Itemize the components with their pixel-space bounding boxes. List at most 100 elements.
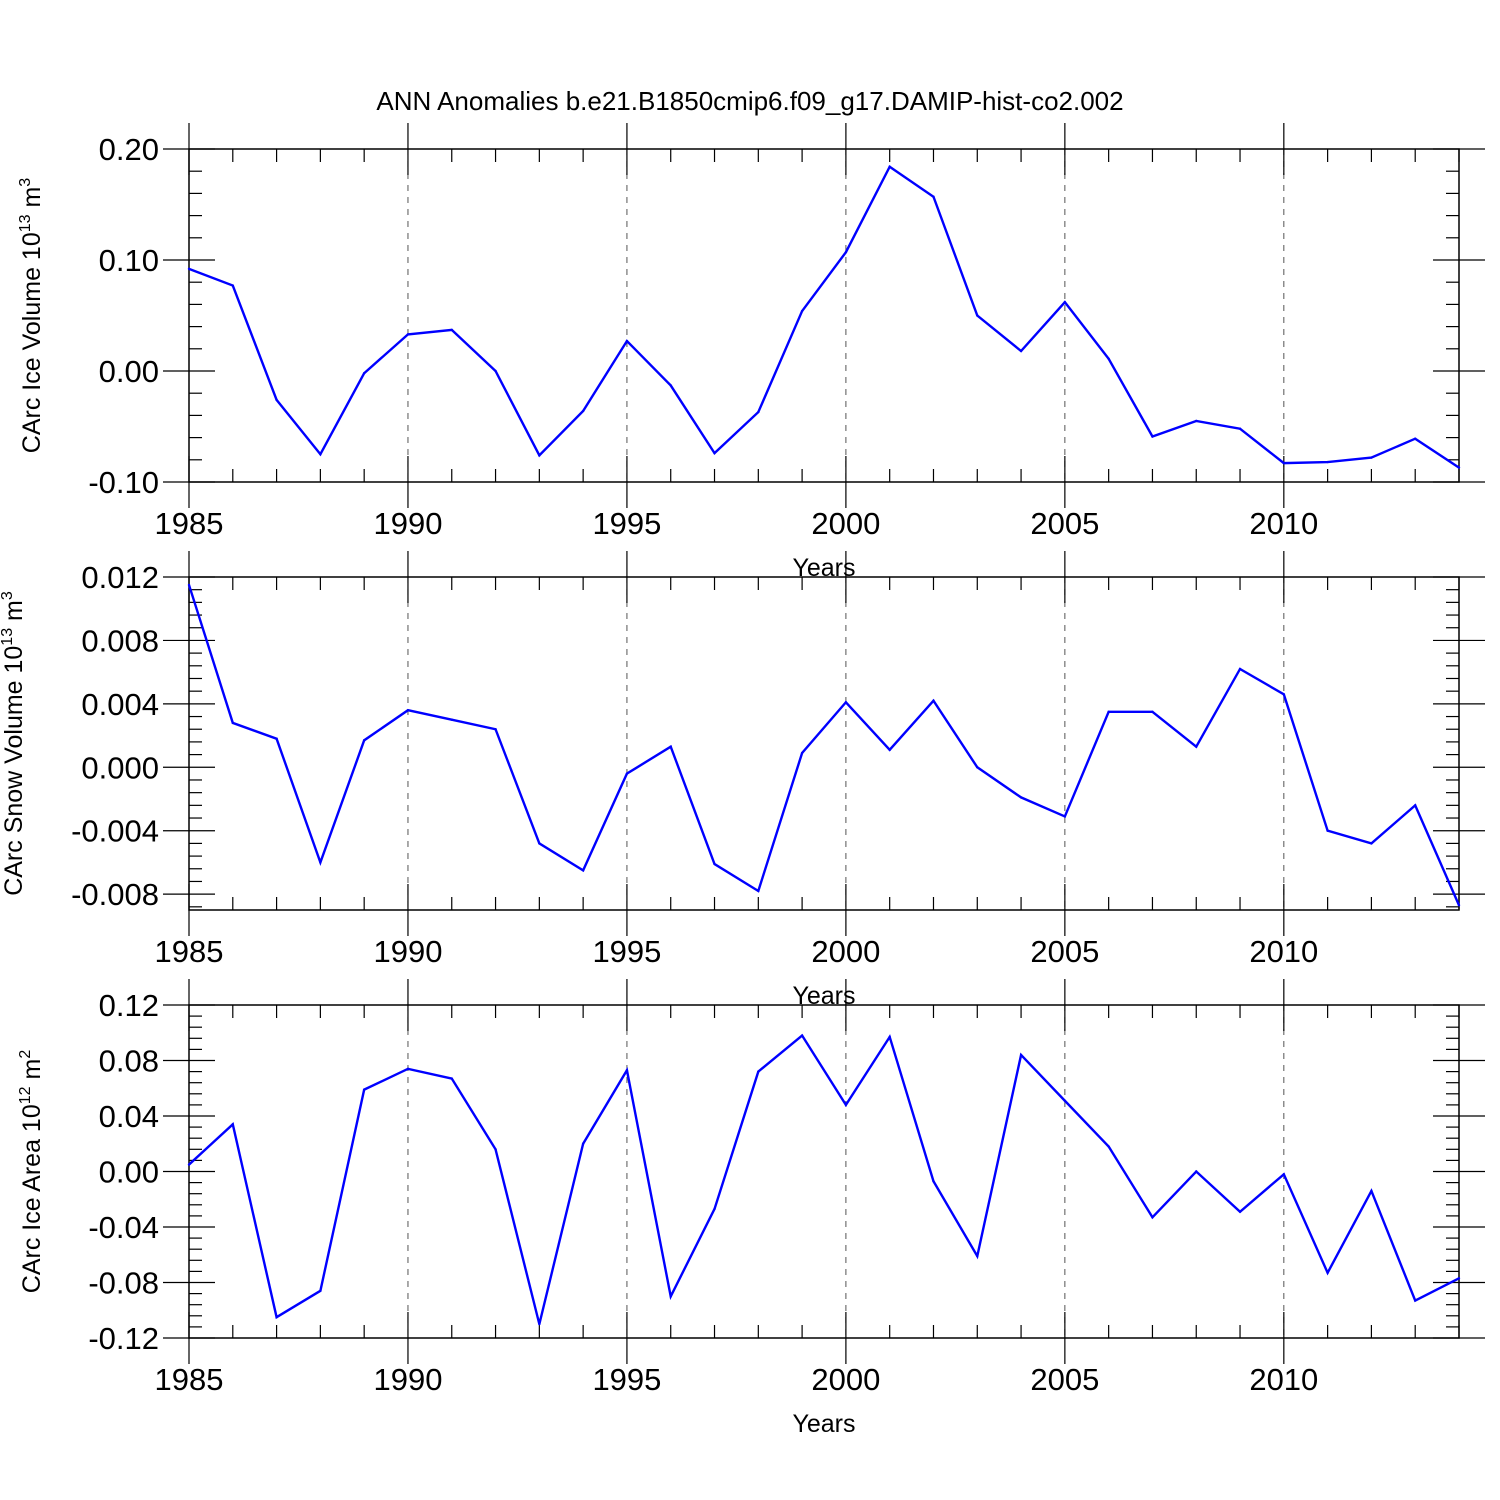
y-axis-title: CArc Ice Area 1012 m2: [17, 1050, 46, 1294]
y-tick-label: -0.08: [88, 1266, 159, 1301]
x-axis-title: Years: [792, 1410, 855, 1438]
y-tick-label: 0.04: [99, 1099, 159, 1134]
data-point: [538, 1322, 541, 1326]
data-point: [494, 369, 497, 373]
x-tick-label: 2005: [1030, 1362, 1099, 1397]
x-tick-label: 2010: [1249, 1362, 1318, 1397]
x-tick-label: 2000: [811, 1362, 880, 1397]
data-point: [1238, 1210, 1242, 1213]
data-point: [319, 453, 322, 456]
data-point: [800, 1034, 804, 1037]
data-point: [1414, 1299, 1417, 1302]
x-tick-label: 1985: [155, 934, 224, 969]
data-point: [844, 251, 848, 254]
data-point: [625, 339, 629, 343]
data-point: [1063, 815, 1067, 818]
x-tick-label: 1995: [592, 1362, 661, 1397]
y-tick-label: 0.004: [81, 687, 159, 722]
data-point: [1457, 904, 1461, 907]
data-point: [713, 1207, 716, 1211]
data-point: [1195, 1170, 1198, 1173]
data-point: [1370, 456, 1373, 459]
y-tick-label: 0.012: [81, 560, 159, 595]
data-point: [1370, 1189, 1373, 1193]
plot-frame: [188, 1004, 1460, 1339]
y-tick-label: -0.12: [88, 1321, 159, 1356]
data-point: [757, 410, 760, 414]
data-point: [319, 861, 322, 864]
data-point: [187, 1163, 191, 1166]
data-point: [538, 454, 541, 457]
data-point: [187, 583, 191, 587]
x-tick-label: 1990: [373, 1362, 442, 1397]
data-point: [362, 1088, 366, 1091]
data-point: [231, 284, 234, 287]
data-point: [669, 384, 672, 387]
data-point: [1151, 435, 1154, 438]
y-tick-label: -0.10: [88, 465, 159, 500]
y-tick-label: 0.20: [99, 132, 159, 167]
data-point: [932, 699, 935, 702]
x-tick-label: 2005: [1030, 934, 1099, 969]
data-point: [319, 1289, 322, 1293]
data-point: [581, 409, 585, 413]
data-point: [1326, 829, 1329, 832]
data-point: [669, 1295, 672, 1298]
x-tick-label: 1985: [155, 1362, 224, 1397]
data-point: [757, 1070, 760, 1073]
data-point: [1019, 1053, 1023, 1057]
y-tick-label: 0.00: [99, 354, 159, 389]
data-point: [1063, 1099, 1067, 1102]
data-point: [1238, 427, 1242, 430]
data-point: [1063, 300, 1067, 304]
data-point: [275, 737, 278, 740]
series-line: [188, 1033, 1460, 1325]
data-point: [1107, 1145, 1110, 1148]
plot-frame: [188, 148, 1460, 483]
data-point: [231, 1123, 234, 1126]
data-point: [888, 748, 891, 752]
data-point: [669, 745, 672, 748]
data-point: [1414, 804, 1417, 807]
data-point: [1282, 461, 1286, 465]
x-tick-label: 1990: [373, 934, 442, 969]
data-point: [757, 889, 760, 893]
data-point: [450, 328, 453, 332]
y-tick-label: 0.000: [81, 750, 159, 785]
data-point: [494, 728, 497, 731]
data-point: [187, 267, 191, 271]
data-point: [275, 398, 278, 402]
data-point: [1238, 667, 1242, 671]
data-point: [275, 1315, 278, 1319]
data-point: [362, 372, 366, 375]
x-tick-label: 2005: [1030, 506, 1099, 541]
data-point: [581, 1142, 585, 1145]
y-axis-title: CArc Ice Volume 1013 m3: [17, 178, 46, 454]
y-tick-label: 0.08: [99, 1044, 159, 1079]
data-point: [581, 869, 585, 872]
data-point: [844, 1103, 848, 1107]
data-point: [713, 451, 716, 455]
data-point: [976, 766, 979, 769]
data-point: [1326, 460, 1329, 464]
y-tick-label: -0.008: [71, 877, 159, 912]
data-point: [1282, 1173, 1286, 1176]
series-line: [188, 165, 1460, 469]
x-tick-label: 2000: [811, 934, 880, 969]
data-point: [1282, 693, 1286, 696]
panel-3: -0.12 -0.08 -0.04 0.00 0.04 0.08 0.12 1985 1990 1…: [17, 979, 1485, 1438]
data-point: [932, 1180, 935, 1183]
data-point: [1019, 349, 1023, 353]
x-tick-label: 1990: [373, 506, 442, 541]
data-point: [406, 1067, 410, 1071]
data-point: [406, 709, 410, 712]
data-point: [362, 739, 366, 742]
data-point: [406, 333, 410, 336]
x-tick-label: 1985: [155, 506, 224, 541]
data-point: [450, 718, 453, 721]
data-point: [1326, 1271, 1329, 1274]
y-tick-label: 0.12: [99, 988, 159, 1023]
data-point: [888, 165, 891, 168]
data-point: [844, 701, 848, 704]
